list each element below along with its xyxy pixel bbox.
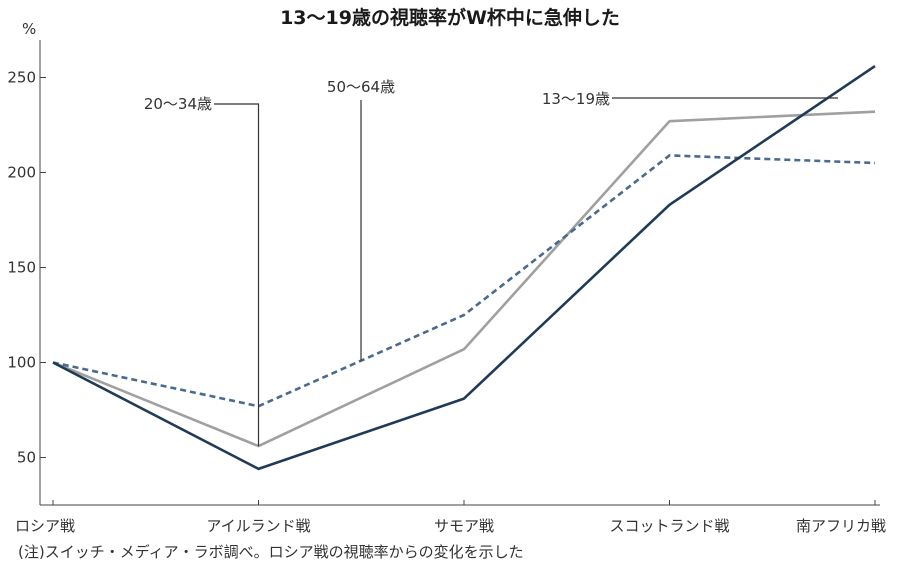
series-label: 50〜64歳 [327,78,395,96]
x-ticks: ロシア戦 アイルランド戦 サモア戦 スコットランド戦 南アフリカ戦 [15,500,886,535]
series-callouts: 20〜34歳 50〜64歳 13〜19歳 [144,78,838,447]
y-tick-label: 50 [17,449,36,467]
axes [39,40,880,506]
series-label: 20〜34歳 [144,95,212,113]
y-axis-unit: % [22,20,36,38]
x-tick-label: ロシア戦 [15,517,75,535]
y-tick-label: 200 [7,164,36,182]
x-tick-label: スコットランド戦 [609,517,729,535]
chart-note: (注)スイッチ・メディア・ラボ調べ。ロシア戦の視聴率からの変化を示した [18,543,524,561]
x-tick-label: 南アフリカ戦 [796,517,886,535]
series-line [52,65,876,471]
x-tick-label: アイルランド戦 [206,517,310,535]
y-tick-label: 100 [7,354,36,372]
chart-title: 13〜19歳の視聴率がW杯中に急伸した [280,6,620,29]
leader-line [214,103,260,447]
y-tick-label: 150 [7,259,36,277]
y-tick-label: 250 [7,69,36,87]
x-tick-label: サモア戦 [434,517,494,535]
series-line [52,110,876,448]
series-label: 13〜19歳 [542,90,610,108]
series-lines [52,65,876,471]
y-ticks: 50 100 150 200 250 [7,69,46,467]
series-line [52,154,876,408]
